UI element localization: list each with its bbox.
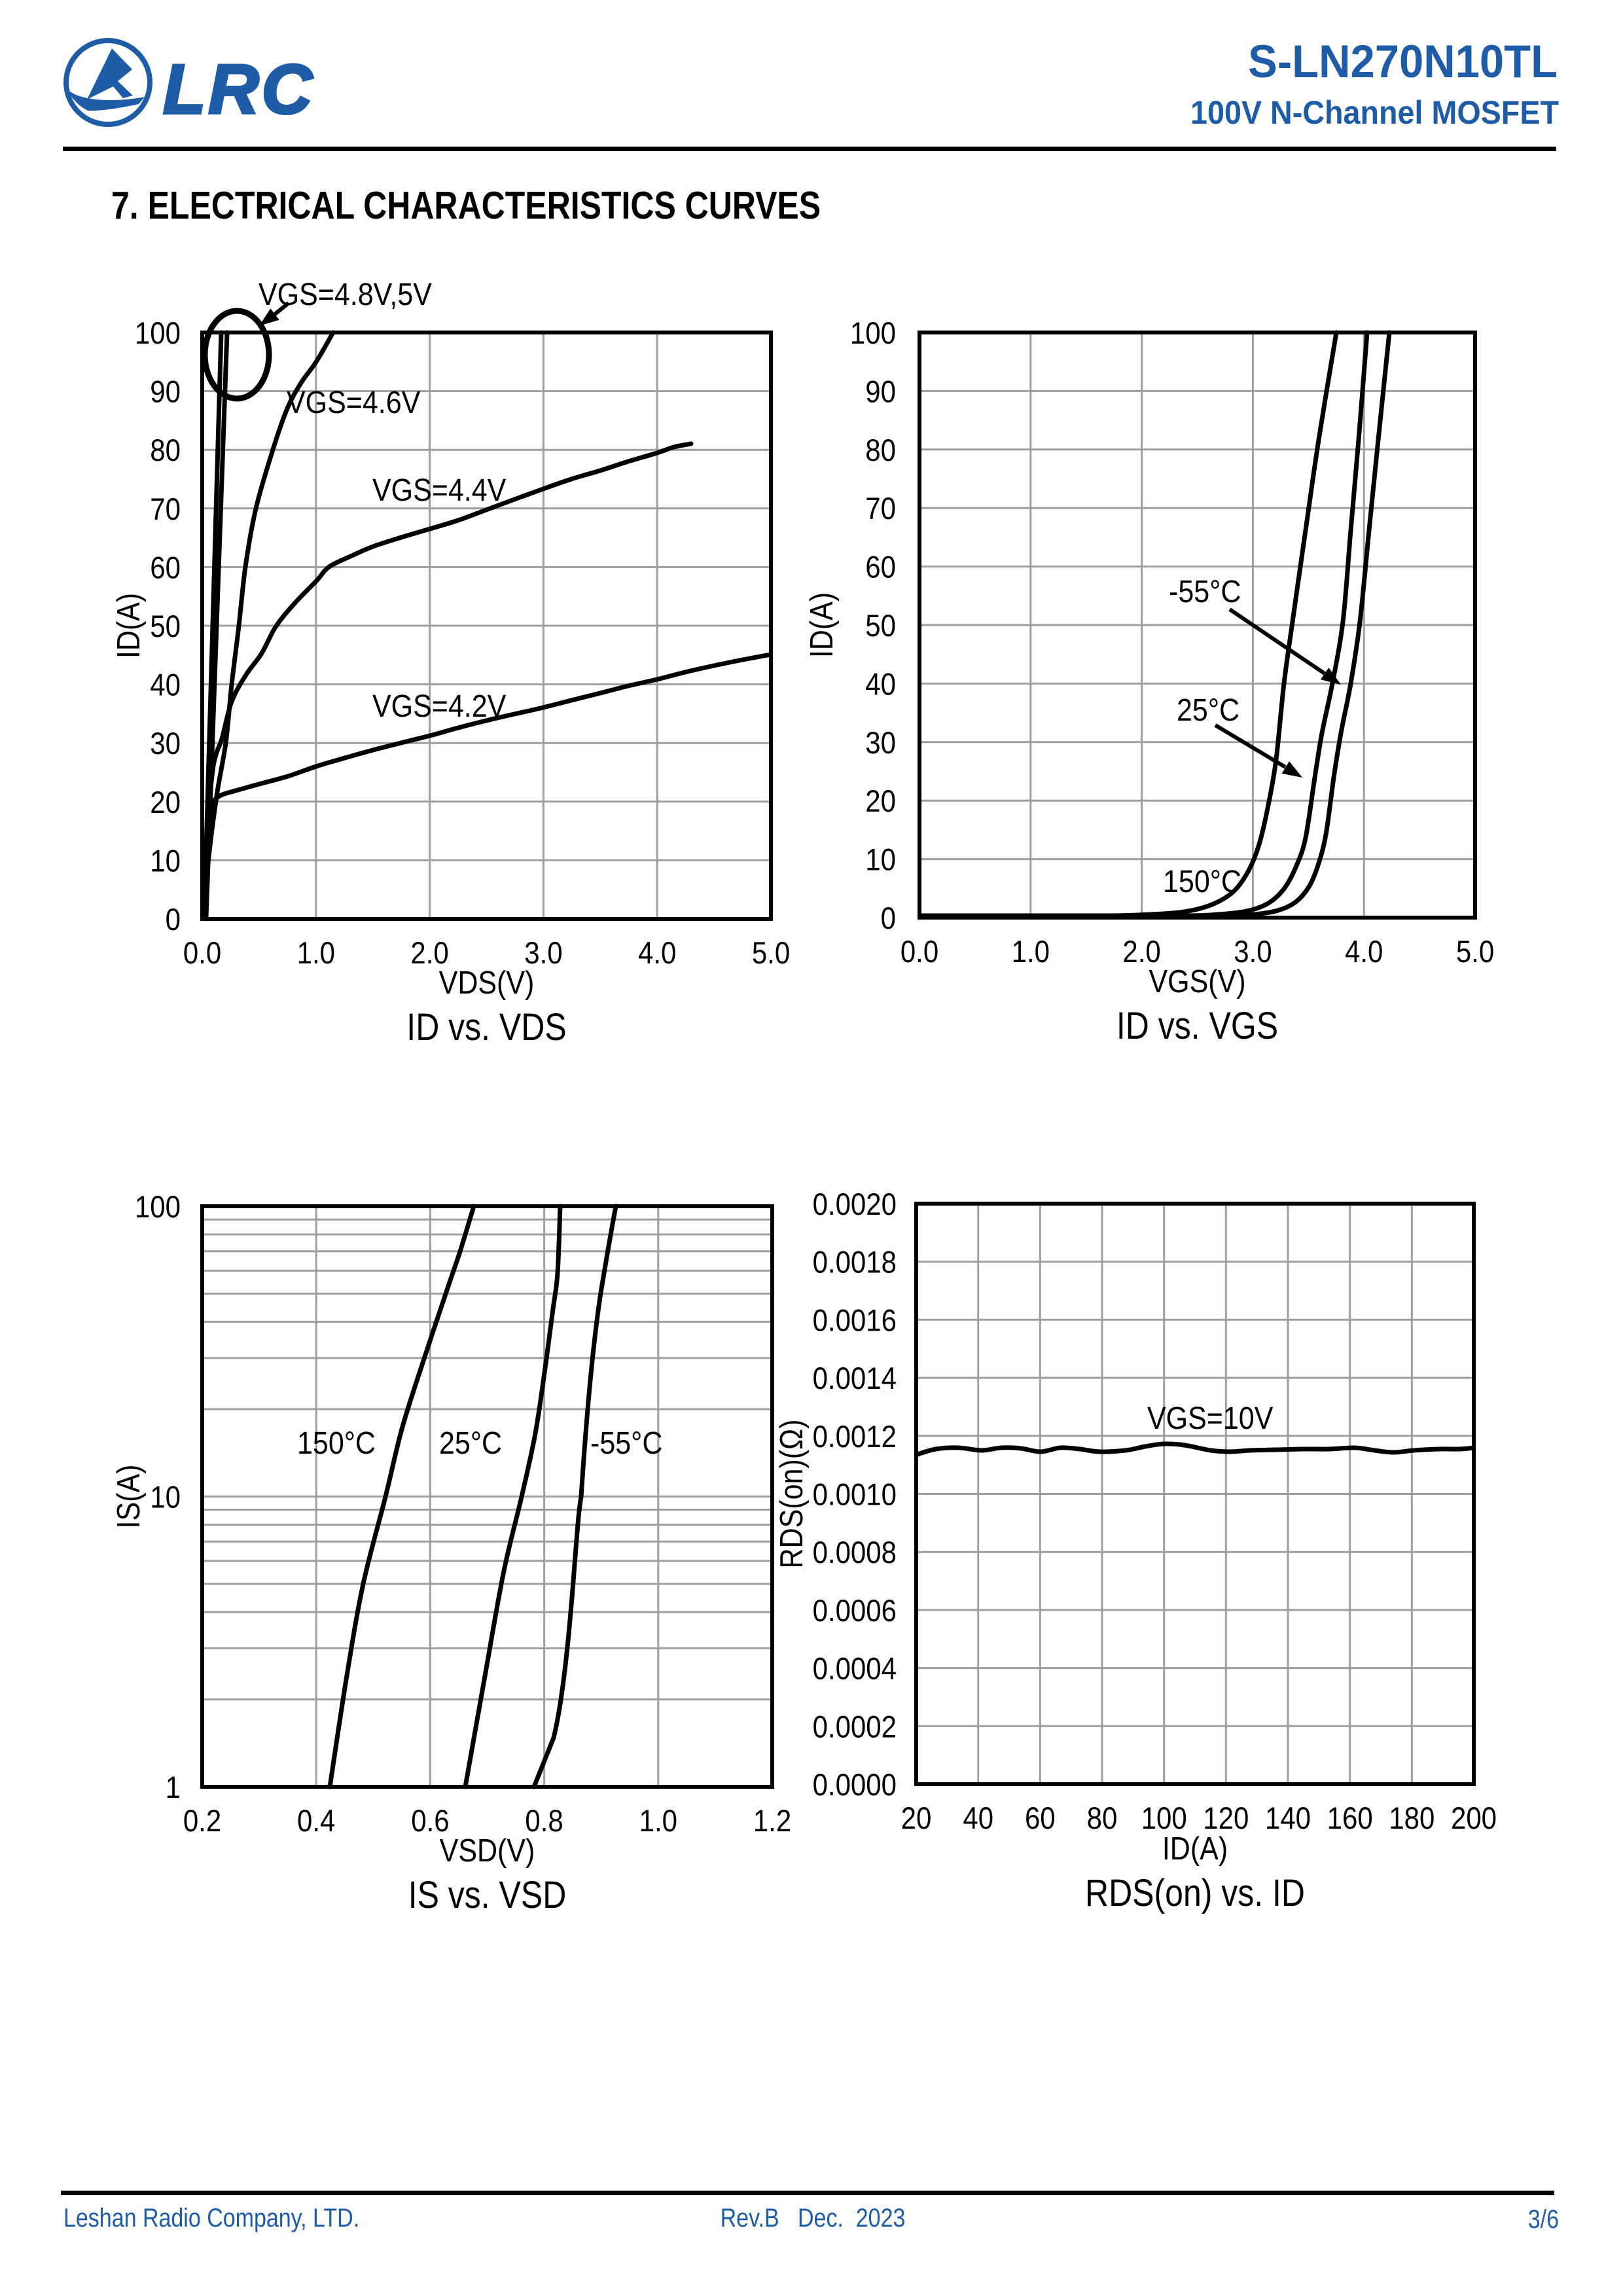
svg-text:70: 70 xyxy=(150,493,181,527)
svg-text:ID(A): ID(A) xyxy=(1162,1830,1228,1866)
svg-text:1.0: 1.0 xyxy=(1012,935,1050,969)
svg-text:Leshan Radio Company, LTD.: Leshan Radio Company, LTD. xyxy=(63,2202,359,2232)
svg-text:200: 200 xyxy=(1451,1802,1497,1836)
svg-text:-55°C: -55°C xyxy=(590,1426,662,1461)
svg-text:100: 100 xyxy=(135,1191,181,1225)
svg-text:0.4: 0.4 xyxy=(297,1804,335,1839)
svg-text:VGS(V): VGS(V) xyxy=(1149,963,1245,999)
svg-text:0.0014: 0.0014 xyxy=(813,1362,897,1396)
svg-text:IS(A): IS(A) xyxy=(110,1465,146,1529)
svg-text:50: 50 xyxy=(865,609,896,643)
svg-text:RDS(on) vs. ID: RDS(on) vs. ID xyxy=(1085,1873,1305,1914)
svg-text:1.0: 1.0 xyxy=(639,1804,677,1839)
svg-text:20: 20 xyxy=(150,786,181,820)
svg-text:7. ELECTRICAL CHARACTERISTICS: 7. ELECTRICAL CHARACTERISTICS CURVES xyxy=(111,183,821,227)
svg-text:VGS=4.4V: VGS=4.4V xyxy=(372,473,507,508)
svg-text:3/6: 3/6 xyxy=(1528,2204,1559,2233)
svg-text:70: 70 xyxy=(865,492,896,526)
svg-text:0.0: 0.0 xyxy=(901,935,938,969)
svg-text:VGS=4.6V: VGS=4.6V xyxy=(287,385,421,420)
svg-text:IS vs. VSD: IS vs. VSD xyxy=(408,1874,567,1916)
svg-text:ID vs. VGS: ID vs. VGS xyxy=(1116,1005,1278,1047)
svg-text:S-LN270N10TL: S-LN270N10TL xyxy=(1248,36,1558,88)
svg-text:150°C: 150°C xyxy=(297,1426,376,1461)
svg-text:0.0: 0.0 xyxy=(183,937,221,971)
svg-text:Rev.B Dec. 2023: Rev.B Dec. 2023 xyxy=(721,2202,906,2232)
svg-text:-55°C: -55°C xyxy=(1169,574,1241,609)
svg-text:180: 180 xyxy=(1389,1802,1435,1836)
svg-text:0.0018: 0.0018 xyxy=(813,1246,897,1280)
svg-text:3.0: 3.0 xyxy=(1234,935,1272,969)
svg-text:20: 20 xyxy=(865,785,896,819)
svg-text:40: 40 xyxy=(865,668,896,702)
svg-text:0.0010: 0.0010 xyxy=(813,1478,897,1512)
svg-text:20: 20 xyxy=(901,1802,932,1836)
svg-text:120: 120 xyxy=(1203,1802,1249,1836)
svg-text:1: 1 xyxy=(166,1771,181,1805)
svg-text:RDS(on)(Ω): RDS(on)(Ω) xyxy=(773,1419,809,1568)
svg-text:0.0016: 0.0016 xyxy=(813,1304,897,1338)
svg-text:0.0012: 0.0012 xyxy=(813,1420,897,1454)
svg-text:4.0: 4.0 xyxy=(1345,935,1383,969)
svg-text:100: 100 xyxy=(135,317,181,351)
svg-text:ID(A): ID(A) xyxy=(110,593,146,658)
svg-text:ID vs. VDS: ID vs. VDS xyxy=(406,1007,566,1049)
svg-text:0.8: 0.8 xyxy=(525,1804,563,1839)
svg-text:2.0: 2.0 xyxy=(410,937,448,971)
svg-text:1.2: 1.2 xyxy=(753,1804,791,1839)
svg-text:VSD(V): VSD(V) xyxy=(440,1832,535,1868)
svg-text:100: 100 xyxy=(850,317,896,351)
svg-text:140: 140 xyxy=(1265,1802,1311,1836)
svg-text:60: 60 xyxy=(150,551,181,585)
svg-text:100V N-Channel MOSFET: 100V N-Channel MOSFET xyxy=(1190,94,1559,131)
svg-text:0: 0 xyxy=(166,903,181,937)
svg-text:80: 80 xyxy=(150,434,181,468)
svg-text:0.0020: 0.0020 xyxy=(813,1188,897,1222)
svg-text:40: 40 xyxy=(150,668,181,702)
svg-text:0.0002: 0.0002 xyxy=(813,1710,897,1744)
svg-text:5.0: 5.0 xyxy=(1456,935,1494,969)
svg-text:50: 50 xyxy=(150,610,181,644)
svg-text:ID(A): ID(A) xyxy=(803,592,839,658)
svg-text:0.0006: 0.0006 xyxy=(813,1594,897,1628)
svg-text:40: 40 xyxy=(963,1802,993,1836)
svg-text:25°C: 25°C xyxy=(1177,692,1240,728)
svg-text:5.0: 5.0 xyxy=(752,937,790,971)
svg-text:0.6: 0.6 xyxy=(411,1804,449,1839)
svg-text:4.0: 4.0 xyxy=(638,937,676,971)
svg-text:160: 160 xyxy=(1327,1802,1373,1836)
svg-text:3.0: 3.0 xyxy=(524,937,562,971)
svg-text:90: 90 xyxy=(865,375,896,409)
svg-text:10: 10 xyxy=(865,843,896,877)
svg-text:80: 80 xyxy=(865,434,896,468)
svg-text:VDS(V): VDS(V) xyxy=(439,964,535,1000)
svg-text:0.2: 0.2 xyxy=(183,1804,221,1839)
svg-text:LRC: LRC xyxy=(163,50,315,128)
svg-text:25°C: 25°C xyxy=(439,1426,502,1461)
svg-text:0.0008: 0.0008 xyxy=(813,1536,897,1570)
svg-text:1.0: 1.0 xyxy=(297,937,335,971)
svg-text:150°C: 150°C xyxy=(1163,864,1241,899)
svg-text:100: 100 xyxy=(1141,1802,1187,1836)
svg-text:60: 60 xyxy=(865,550,896,584)
svg-text:90: 90 xyxy=(150,375,181,409)
svg-text:60: 60 xyxy=(1025,1802,1056,1836)
svg-text:VGS=4.2V: VGS=4.2V xyxy=(372,689,507,724)
svg-text:80: 80 xyxy=(1087,1802,1118,1836)
svg-text:10: 10 xyxy=(150,844,181,878)
svg-text:0.0004: 0.0004 xyxy=(813,1652,897,1686)
svg-text:30: 30 xyxy=(150,727,181,761)
svg-text:VGS=10V: VGS=10V xyxy=(1147,1401,1274,1436)
svg-text:30: 30 xyxy=(865,726,896,761)
svg-text:0: 0 xyxy=(881,902,896,936)
svg-text:2.0: 2.0 xyxy=(1122,935,1160,969)
svg-text:0.0000: 0.0000 xyxy=(813,1768,897,1803)
svg-text:10: 10 xyxy=(150,1480,181,1515)
